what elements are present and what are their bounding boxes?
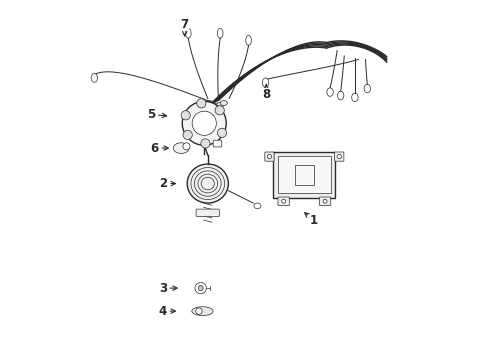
Circle shape bbox=[182, 101, 226, 145]
Circle shape bbox=[195, 283, 206, 294]
Ellipse shape bbox=[210, 102, 217, 107]
Ellipse shape bbox=[206, 100, 213, 105]
Circle shape bbox=[183, 143, 190, 150]
Text: 6: 6 bbox=[150, 141, 168, 154]
Bar bbox=[295, 165, 314, 185]
FancyBboxPatch shape bbox=[319, 197, 331, 206]
Text: 8: 8 bbox=[262, 85, 270, 102]
Circle shape bbox=[267, 154, 271, 159]
Circle shape bbox=[337, 154, 342, 159]
Ellipse shape bbox=[327, 88, 333, 96]
Circle shape bbox=[192, 111, 216, 135]
Text: 7: 7 bbox=[181, 18, 189, 36]
FancyBboxPatch shape bbox=[278, 197, 289, 206]
Ellipse shape bbox=[218, 28, 223, 38]
Text: 4: 4 bbox=[159, 305, 175, 318]
Ellipse shape bbox=[213, 103, 220, 108]
Circle shape bbox=[196, 99, 206, 108]
Circle shape bbox=[181, 111, 190, 120]
Ellipse shape bbox=[187, 164, 228, 203]
Ellipse shape bbox=[192, 307, 213, 316]
Ellipse shape bbox=[220, 100, 227, 105]
Circle shape bbox=[183, 130, 192, 139]
Circle shape bbox=[201, 139, 210, 148]
FancyBboxPatch shape bbox=[335, 152, 344, 161]
FancyBboxPatch shape bbox=[196, 209, 220, 217]
FancyBboxPatch shape bbox=[265, 152, 274, 161]
Ellipse shape bbox=[262, 78, 269, 87]
Circle shape bbox=[218, 128, 227, 138]
FancyBboxPatch shape bbox=[273, 152, 335, 198]
Ellipse shape bbox=[185, 28, 191, 38]
Ellipse shape bbox=[217, 102, 224, 107]
Circle shape bbox=[323, 199, 327, 203]
Ellipse shape bbox=[91, 73, 98, 82]
Circle shape bbox=[282, 199, 286, 203]
Ellipse shape bbox=[364, 84, 370, 93]
Ellipse shape bbox=[338, 91, 344, 100]
Ellipse shape bbox=[254, 203, 261, 209]
Text: 5: 5 bbox=[147, 108, 167, 121]
Text: 2: 2 bbox=[159, 177, 175, 190]
Text: 3: 3 bbox=[159, 282, 177, 294]
Ellipse shape bbox=[173, 143, 189, 153]
Ellipse shape bbox=[352, 93, 358, 102]
Circle shape bbox=[198, 285, 203, 291]
Bar bbox=[278, 156, 331, 193]
FancyBboxPatch shape bbox=[213, 140, 221, 147]
Circle shape bbox=[196, 308, 202, 314]
Text: 1: 1 bbox=[305, 213, 318, 227]
Circle shape bbox=[215, 106, 224, 115]
Ellipse shape bbox=[245, 35, 251, 45]
